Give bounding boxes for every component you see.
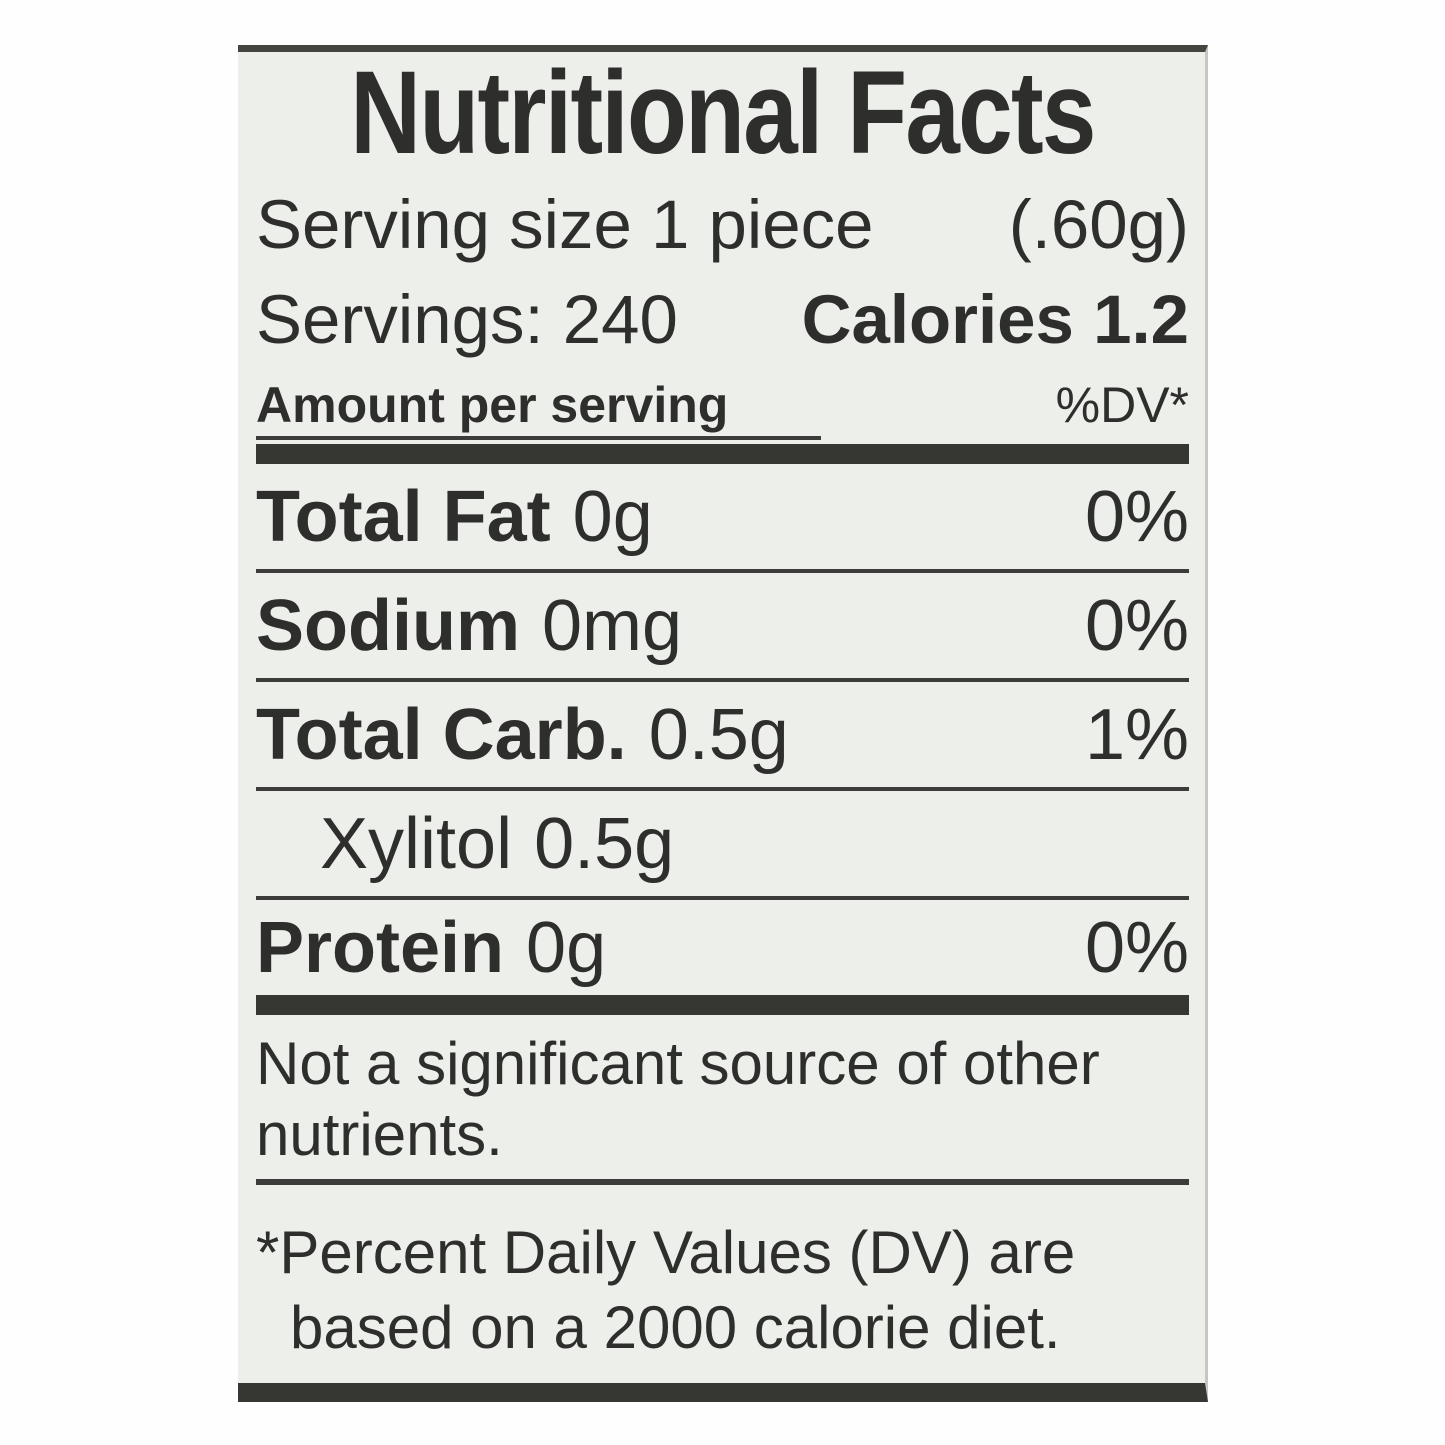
nutrient-amount: 0mg	[542, 585, 683, 666]
divider-bar-top	[256, 444, 1189, 464]
nutrient-name: Sodium	[256, 585, 520, 666]
nutrient-name-value: Protein 0g	[256, 912, 606, 984]
note-line-1: Not a significant source of other	[256, 1030, 1100, 1097]
divider-bar-bottom	[256, 995, 1189, 1015]
nutrient-name: Xylitol	[320, 803, 513, 884]
nutrient-dv: 0%	[1084, 907, 1189, 988]
nutrient-name: Protein	[256, 907, 505, 988]
nutrient-name: Total Fat	[256, 476, 551, 557]
serving-size-text: Serving size 1 piece	[256, 186, 874, 263]
nutrient-row-total-fat: Total Fat 0g 0%	[256, 464, 1189, 573]
label-title: Nutritional Facts	[350, 47, 1096, 179]
nutrient-amount: 0g	[526, 907, 607, 988]
servings-calories-row: Servings: 240 Calories 1.2	[256, 285, 1189, 354]
nutrition-facts-label: Nutritional Facts Serving size 1 piece (…	[238, 45, 1208, 1402]
nutrient-name-value: Sodium 0mg	[256, 590, 682, 662]
nutrient-row-xylitol: Xylitol 0.5g	[256, 791, 1189, 900]
nutrient-row-protein: Protein 0g 0%	[256, 900, 1189, 995]
percent-dv-header: %DV*	[1055, 377, 1189, 433]
nutrient-amount: 0g	[572, 476, 653, 557]
footnote-line-1: *Percent Daily Values (DV) are	[256, 1218, 1076, 1286]
servings-count: Servings: 240	[256, 281, 678, 358]
nutrient-dv: 0%	[1084, 585, 1189, 666]
nutrient-name-value: Total Fat 0g	[256, 481, 653, 553]
nutrient-amount: 0.5g	[534, 803, 675, 884]
nutrient-name: Total Carb.	[256, 694, 627, 775]
calories-value: Calories 1.2	[801, 281, 1189, 358]
note-line-2: nutrients.	[256, 1100, 503, 1168]
nutrient-name-value: Xylitol 0.5g	[256, 808, 674, 880]
nutrient-name-value: Total Carb. 0.5g	[256, 699, 789, 771]
serving-size-row: Serving size 1 piece (.60g)	[256, 190, 1189, 259]
footnote-line-2: based on a 2000 calorie diet.	[290, 1293, 1061, 1361]
daily-values-footnote: *Percent Daily Values (DV) are based on …	[256, 1215, 1189, 1365]
nutrient-dv: 0%	[1084, 476, 1189, 557]
amount-per-serving-header: Amount per serving	[256, 380, 821, 440]
nutrient-dv: 1%	[1084, 694, 1189, 775]
no-other-nutrients-note: Not a significant source of other nutrie…	[256, 1029, 1189, 1171]
nutrient-row-sodium: Sodium 0mg 0%	[256, 573, 1189, 682]
nutrient-row-total-carb: Total Carb. 0.5g 1%	[256, 682, 1189, 791]
footnote-divider	[256, 1178, 1189, 1185]
column-header-row: Amount per serving %DV*	[256, 380, 1189, 440]
serving-size-weight: (.60g)	[1008, 186, 1189, 263]
nutrient-amount: 0.5g	[648, 694, 789, 775]
